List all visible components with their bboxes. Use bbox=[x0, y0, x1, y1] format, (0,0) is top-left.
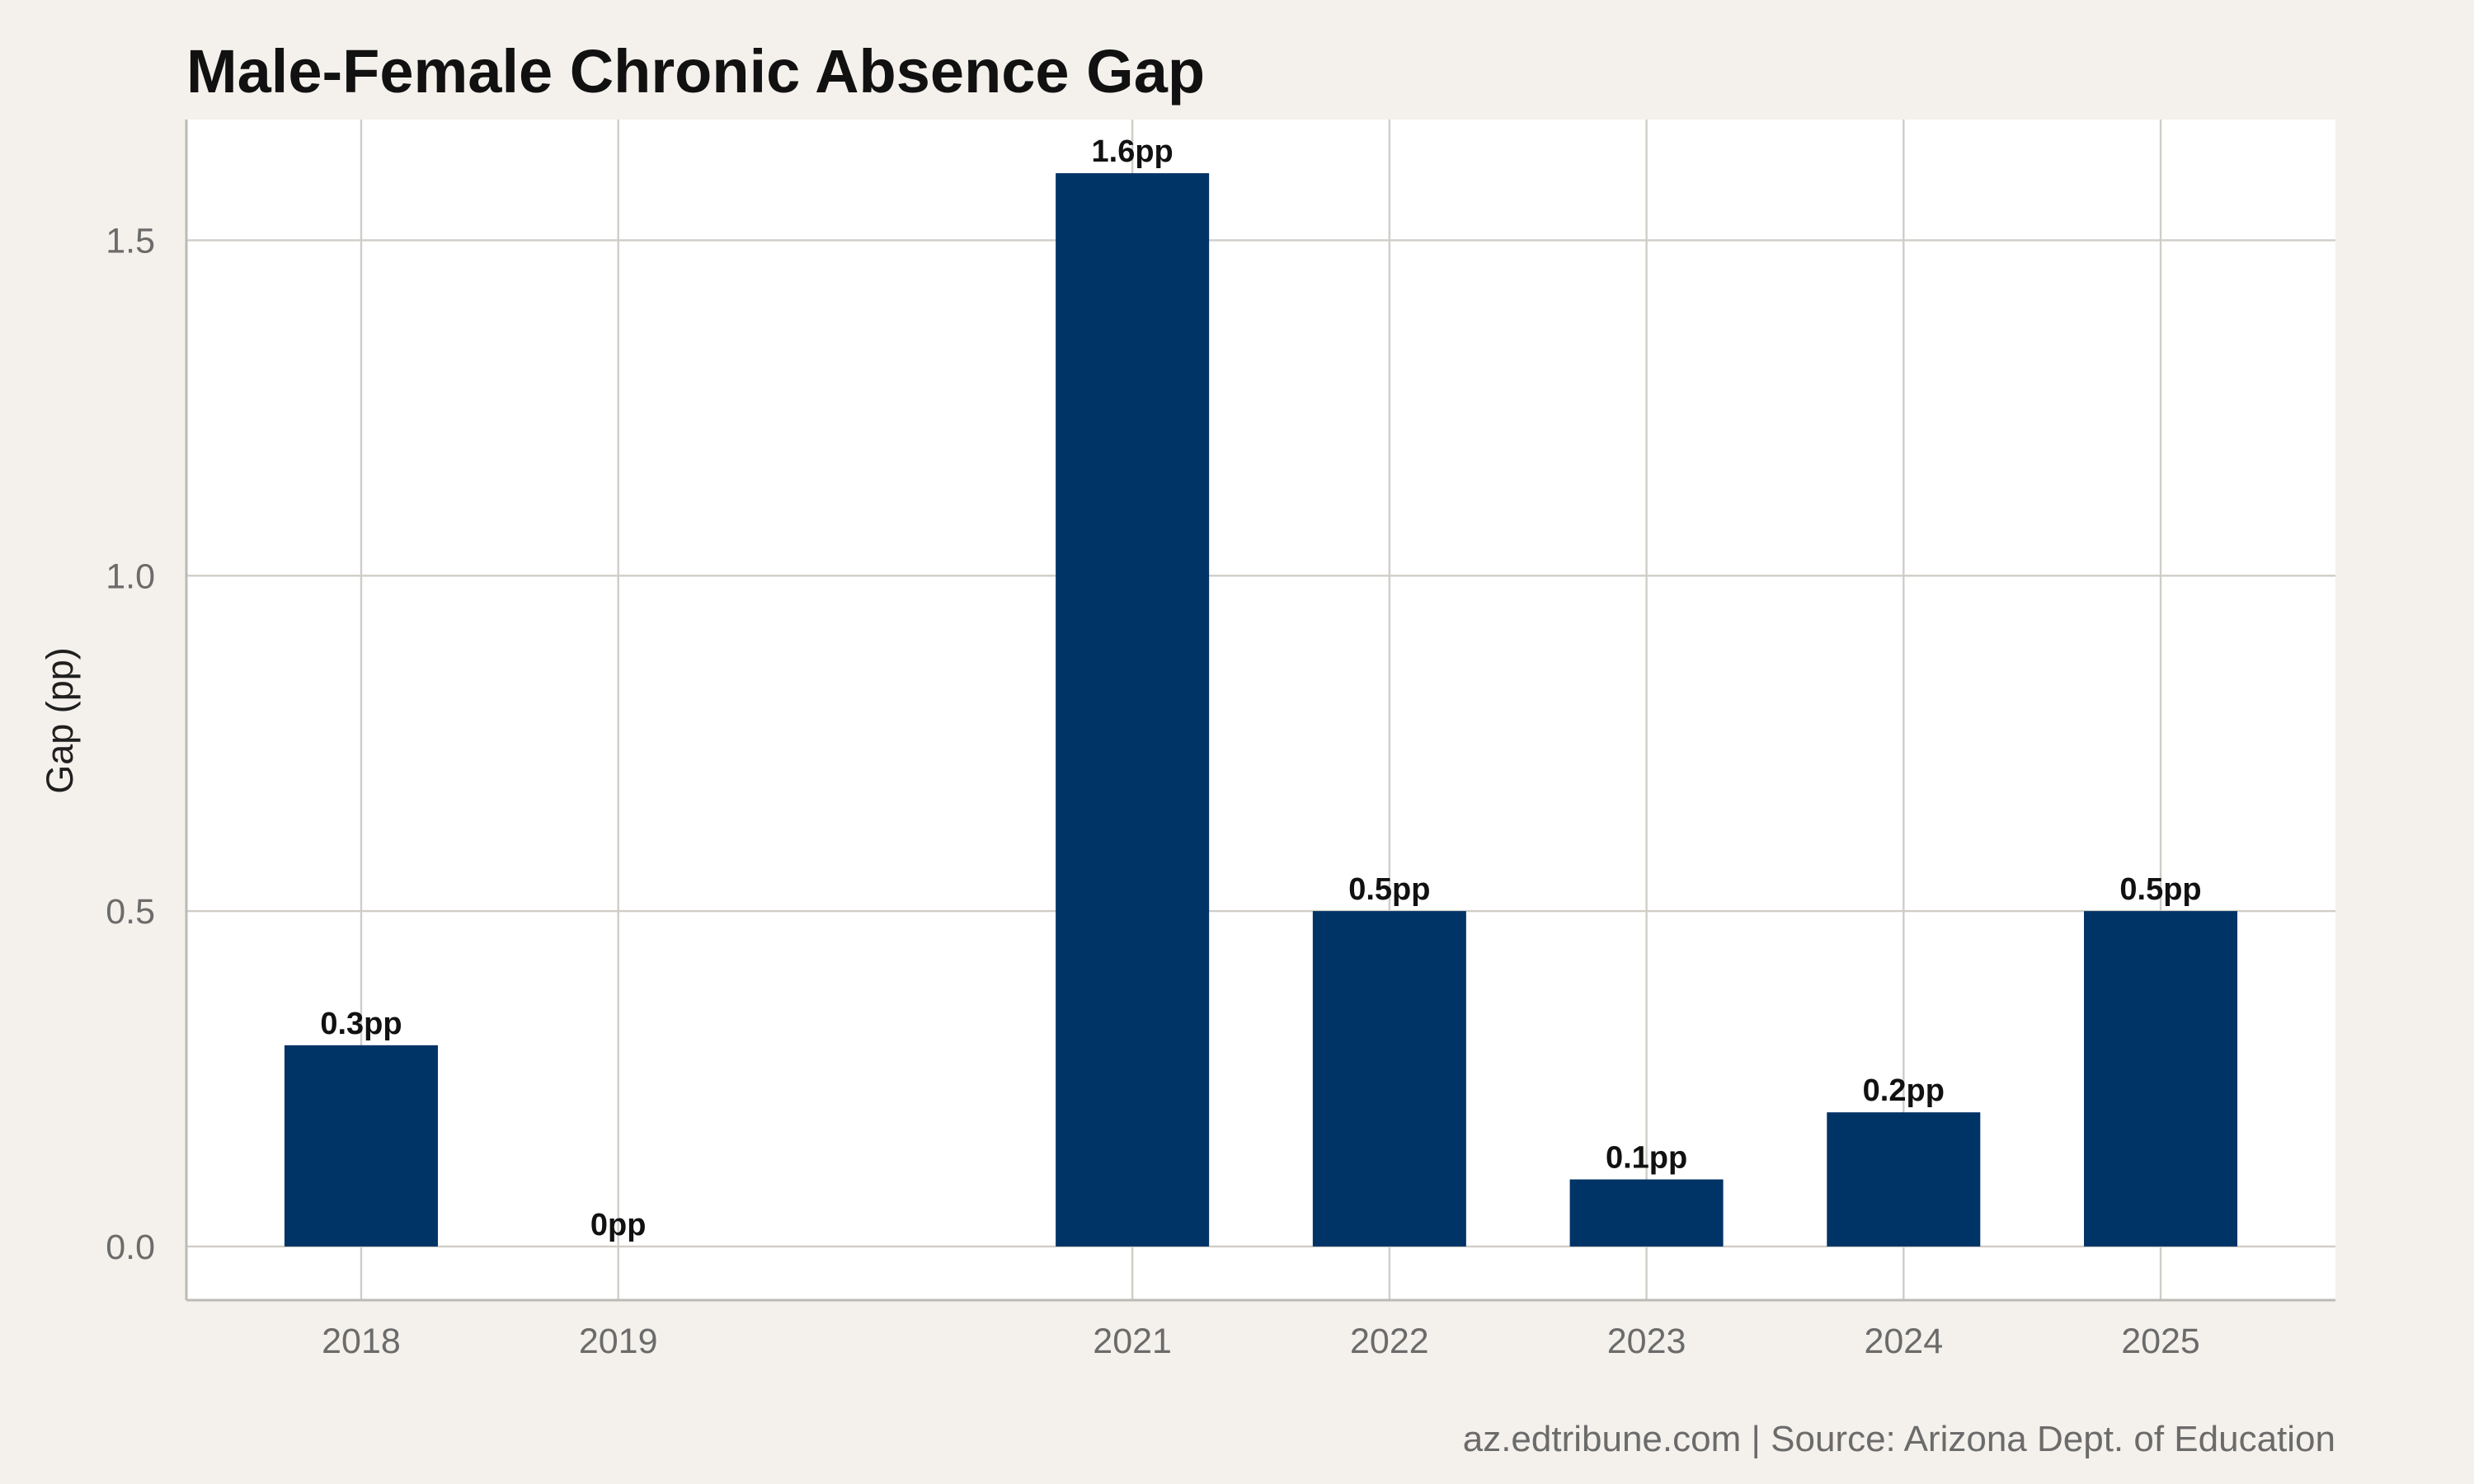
data-labels: 0.3pp 0pp 1.6pp 0.5pp 0.1pp 0.2pp 0.5pp bbox=[320, 134, 2201, 1242]
bar-data-label: 0.3pp bbox=[320, 1007, 402, 1041]
x-tick-label: 2025 bbox=[2121, 1322, 2200, 1361]
x-tick-label: 2019 bbox=[579, 1322, 658, 1361]
plot-panel bbox=[186, 120, 2335, 1300]
gridlines bbox=[186, 120, 2335, 1300]
bar bbox=[1827, 1112, 1981, 1247]
chart-title: Male-Female Chronic Absence Gap bbox=[186, 37, 1205, 106]
bar bbox=[1312, 911, 1466, 1247]
axes bbox=[185, 120, 2335, 1302]
bar-data-label: 1.6pp bbox=[1092, 134, 1174, 169]
x-tick-label: 2021 bbox=[1093, 1322, 1172, 1361]
x-tick-label: 2024 bbox=[1864, 1322, 1943, 1361]
bar-data-label: 0.5pp bbox=[1348, 872, 1430, 907]
x-tick-label: 2023 bbox=[1607, 1322, 1686, 1361]
bar bbox=[284, 1045, 438, 1247]
bar bbox=[1569, 1179, 1724, 1247]
bar bbox=[2084, 911, 2238, 1247]
y-tick-label: 1.5 bbox=[106, 221, 155, 261]
y-tick-label: 0.0 bbox=[106, 1228, 155, 1267]
x-tick-label: 2018 bbox=[322, 1322, 401, 1361]
bars bbox=[284, 173, 2238, 1247]
source-caption: az.edtribune.com | Source: Arizona Dept.… bbox=[1463, 1419, 2335, 1459]
bar-data-label: 0.2pp bbox=[1863, 1073, 1945, 1108]
tick-labels: 0.0 0.5 1.0 1.5 2018 2019 2021 2022 2023 2024 2025 bbox=[106, 221, 2200, 1361]
y-axis-label: Gap (pp) bbox=[39, 647, 81, 794]
bar-data-label: 0pp bbox=[590, 1208, 647, 1242]
bar bbox=[1056, 173, 1210, 1247]
y-tick-label: 0.5 bbox=[106, 892, 155, 932]
y-tick-label: 1.0 bbox=[106, 556, 155, 596]
bar-data-label: 0.1pp bbox=[1606, 1141, 1687, 1176]
bar-data-label: 0.5pp bbox=[2119, 872, 2201, 907]
x-tick-label: 2022 bbox=[1350, 1322, 1429, 1361]
